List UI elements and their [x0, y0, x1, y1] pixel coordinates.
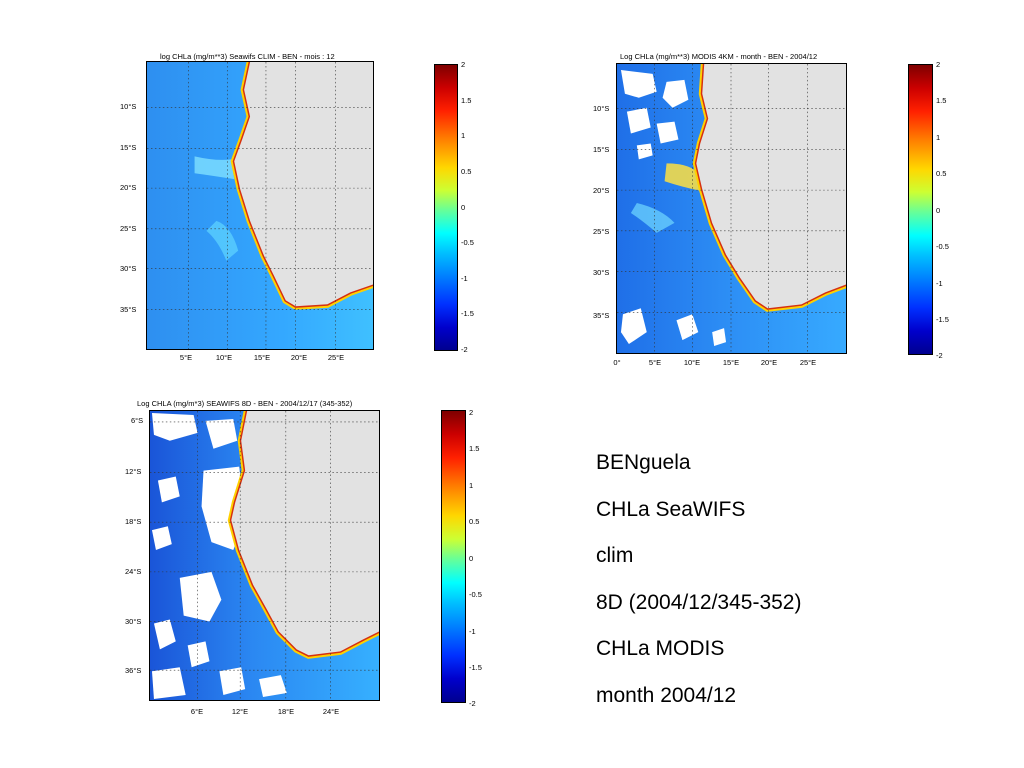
- lat-label: 15°S: [120, 143, 137, 152]
- lat-label: 10°S: [120, 102, 137, 111]
- panel-1-map: [146, 61, 374, 350]
- colorbar-tick: -1.5: [936, 315, 949, 324]
- colorbar-tick: -2: [461, 345, 468, 354]
- lat-label: 20°S: [120, 183, 137, 192]
- panel-1-colorbar: [434, 64, 458, 351]
- africa-land: [696, 64, 846, 309]
- lon-label: 24°E: [322, 707, 340, 716]
- colorbar-tick: 1.5: [936, 96, 947, 105]
- lon-label: 10°E: [215, 353, 233, 362]
- colorbar-tick: -1: [936, 279, 943, 288]
- legend-line: 8D (2004/12/345-352): [596, 590, 802, 614]
- lon-label: 18°E: [277, 707, 295, 716]
- lat-label: 36°S: [125, 666, 142, 675]
- colorbar-tick: 2: [461, 60, 466, 69]
- colorbar-tick: 1.5: [461, 96, 472, 105]
- colorbar-tick: 0.5: [469, 517, 480, 526]
- lon-label: 20°E: [760, 358, 778, 367]
- lon-label: 10°E: [683, 358, 701, 367]
- lat-label: 20°S: [593, 186, 610, 195]
- colorbar-tick: 1.5: [469, 444, 480, 453]
- colorbar-tick: 2: [936, 60, 941, 69]
- lon-label: 5°E: [179, 353, 193, 362]
- africa-land: [231, 411, 379, 656]
- lon-label: 20°E: [290, 353, 308, 362]
- lon-label: 25°E: [327, 353, 345, 362]
- legend-line: month 2004/12: [596, 683, 737, 707]
- colorbar-tick: -2: [936, 351, 943, 360]
- panel-3-colorbar: [441, 410, 466, 703]
- lat-label: 25°S: [593, 227, 610, 236]
- lat-label: 24°S: [125, 567, 142, 576]
- colorbar-tick: 0: [936, 206, 941, 215]
- lon-label: 0°: [613, 358, 621, 367]
- lat-label: 35°S: [120, 305, 137, 314]
- legend-list: BENguela CHLa SeaWIFS clim 8D (2004/12/3…: [596, 440, 801, 719]
- panel-2-title: Log CHLa (mg/m**3) MODIS 4KM - month - B…: [620, 52, 818, 61]
- colorbar-tick: -1: [461, 274, 468, 283]
- lat-label: 6°S: [131, 416, 144, 425]
- lat-label: 25°S: [120, 224, 137, 233]
- colorbar-tick: -0.5: [461, 238, 474, 247]
- colorbar-tick: 0.5: [936, 169, 947, 178]
- panel-2-colorbar: [908, 64, 933, 355]
- colorbar-tick: -1.5: [469, 663, 482, 672]
- panel-2-map: [616, 63, 847, 354]
- lat-label: 12°S: [125, 467, 142, 476]
- colorbar-tick: -0.5: [936, 242, 949, 251]
- colorbar-tick: -0.5: [469, 590, 482, 599]
- panel-3-map: [149, 410, 380, 701]
- lat-label: 10°S: [593, 104, 610, 113]
- lat-label: 30°S: [593, 268, 610, 277]
- lat-label: 30°S: [120, 264, 137, 273]
- lat-label: 35°S: [593, 311, 610, 320]
- panel-3-title: Log CHLA (mg/m*3) SEAWIFS 8D - BEN - 200…: [137, 399, 353, 408]
- legend-line: CHLa SeaWIFS: [596, 497, 746, 521]
- lon-label: 5°E: [648, 358, 662, 367]
- colorbar-tick: -2: [469, 699, 476, 708]
- colorbar-tick: 0: [461, 203, 466, 212]
- legend-line: BENguela: [596, 451, 691, 474]
- panel-1-title: log CHLa (mg/m**3) Seawifs CLIM - BEN - …: [160, 52, 335, 61]
- lon-label: 25°E: [799, 358, 817, 367]
- colorbar-tick: 1: [469, 481, 474, 490]
- lat-label: 30°S: [125, 617, 142, 626]
- lon-label: 15°E: [722, 358, 740, 367]
- africa-land: [234, 62, 373, 307]
- lat-label: 15°S: [593, 145, 610, 154]
- colorbar-tick: 0.5: [461, 167, 472, 176]
- colorbar-tick: 2: [469, 408, 474, 417]
- lat-label: 18°S: [125, 517, 142, 526]
- legend-line: clim: [596, 544, 634, 567]
- lon-label: 15°E: [253, 353, 271, 362]
- cloud-mask: [620, 69, 727, 347]
- lon-label: 12°E: [231, 707, 249, 716]
- colorbar-tick: -1.5: [461, 309, 474, 318]
- colorbar-tick: 1: [461, 131, 466, 140]
- colorbar-tick: 0: [469, 554, 474, 563]
- legend-line: CHLa MODIS: [596, 637, 725, 660]
- colorbar-tick: -1: [469, 627, 476, 636]
- lon-label: 6°E: [190, 707, 204, 716]
- colorbar-tick: 1: [936, 133, 941, 142]
